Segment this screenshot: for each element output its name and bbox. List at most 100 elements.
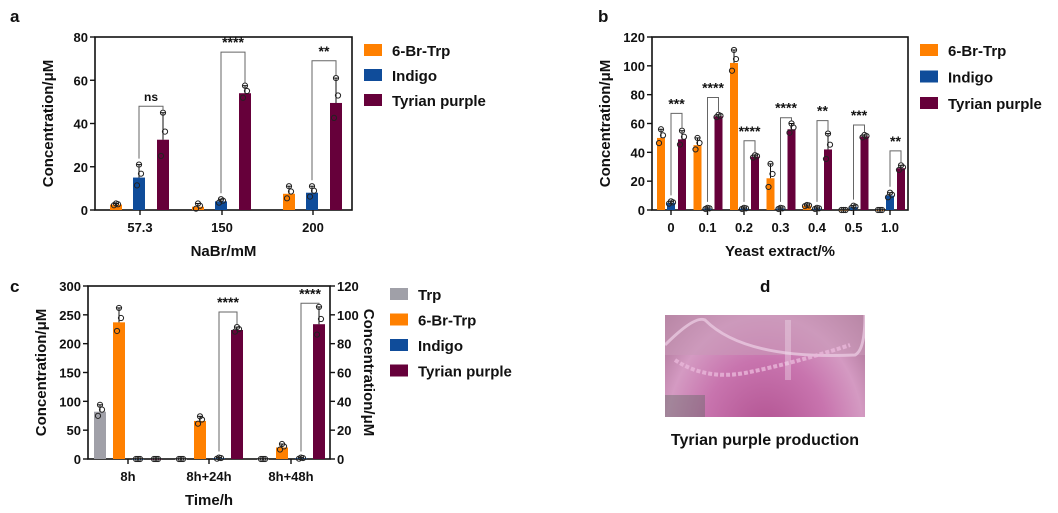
panel-label-a: a <box>10 7 20 26</box>
bar-tyrian-purple <box>824 149 832 210</box>
data-point <box>838 206 845 214</box>
data-point <box>113 327 121 335</box>
bar-6-br-trp <box>876 210 884 211</box>
bar-indigo <box>215 201 227 210</box>
data-point <box>765 183 772 191</box>
bar-6-br-trp <box>283 193 295 210</box>
x-tick-label: 0 <box>667 220 674 235</box>
data-point <box>657 126 665 133</box>
data-point <box>297 454 305 461</box>
y-axis-label: Concentration/μM <box>33 309 50 437</box>
significance-bracket <box>218 311 238 452</box>
data-point <box>152 455 160 463</box>
legend-label: 6-Br-Trp <box>392 43 450 60</box>
data-point <box>112 200 120 207</box>
data-point <box>899 164 907 171</box>
y-tick-label: 100 <box>59 394 81 409</box>
legend-swatch <box>364 94 382 106</box>
data-point <box>285 183 293 190</box>
data-point <box>769 170 776 178</box>
legend-label: Tyrian purple <box>418 364 512 381</box>
data-point <box>96 401 104 408</box>
data-point <box>198 416 206 423</box>
y-right-tick-label: 40 <box>337 394 351 409</box>
data-point <box>334 92 342 99</box>
data-point <box>676 141 684 148</box>
data-point <box>239 94 247 101</box>
bar-tyrian-purple <box>313 324 325 459</box>
data-point <box>192 205 200 212</box>
data-point <box>874 206 882 214</box>
data-point <box>235 326 243 333</box>
legend-label: Tyrian purple <box>392 93 486 110</box>
data-point <box>136 455 144 463</box>
y-tick-label: 40 <box>74 117 88 132</box>
panel-label-b: b <box>598 7 608 26</box>
significance-label: **** <box>775 100 797 116</box>
x-tick-label: 57.3 <box>127 220 152 235</box>
y-tick-label: 300 <box>59 279 81 294</box>
x-tick-label: 0.1 <box>698 220 716 235</box>
y-tick-label: 80 <box>74 30 88 45</box>
data-point <box>159 109 167 116</box>
legend-swatch <box>364 44 382 56</box>
data-point <box>704 204 711 211</box>
data-point <box>788 120 795 127</box>
legend-swatch <box>390 364 408 377</box>
bar-tyrian-purple <box>330 102 342 210</box>
data-point <box>315 303 323 311</box>
x-axis-label: Yeast extract/% <box>725 243 835 260</box>
data-point <box>861 131 868 139</box>
legend-label: Tyrian purple <box>948 96 1042 113</box>
data-point <box>886 189 894 196</box>
legend-swatch <box>364 69 382 81</box>
data-point <box>161 128 169 135</box>
bar-tyrian-purple <box>231 329 243 459</box>
legend-swatch <box>390 313 408 326</box>
bar-indigo <box>133 177 145 210</box>
bar-6-br-trp <box>766 178 775 210</box>
bar-6-br-trp <box>192 206 204 210</box>
significance-bracket <box>780 117 792 202</box>
significance-label: ns <box>144 90 158 104</box>
data-point <box>740 204 748 211</box>
significance-bracket <box>853 124 865 200</box>
data-point <box>655 140 663 147</box>
y-tick-label: 60 <box>631 117 645 132</box>
bar-tyrian-purple <box>239 93 251 210</box>
bar-trp <box>257 459 269 460</box>
legend-label: 6-Br-Trp <box>418 313 476 330</box>
y-right-tick-label: 120 <box>337 279 359 294</box>
y-right-tick-label: 60 <box>337 366 351 381</box>
bar-6-br-trp <box>657 137 665 210</box>
data-point <box>287 188 295 195</box>
data-point <box>257 455 265 463</box>
data-point <box>261 455 269 463</box>
bar-indigo <box>306 192 318 210</box>
data-point <box>150 455 158 463</box>
significance-label: ** <box>890 133 901 149</box>
x-axis-label: NaBr/mM <box>191 243 257 260</box>
data-point <box>876 206 884 214</box>
data-point <box>154 455 162 463</box>
significance-label: **** <box>222 34 244 50</box>
photo-caption: Tyrian purple production <box>670 432 860 449</box>
bar-indigo <box>667 202 675 210</box>
y-tick-label: 120 <box>623 30 645 45</box>
data-point <box>115 304 123 312</box>
bar-tyrian-purple <box>751 156 759 210</box>
data-point <box>659 132 667 139</box>
data-point <box>134 455 142 463</box>
legend-label: Trp <box>418 287 441 304</box>
data-point <box>897 162 905 169</box>
data-point <box>840 206 847 214</box>
data-point <box>826 141 834 148</box>
legend-swatch <box>920 97 938 109</box>
y-tick-label: 0 <box>74 452 81 467</box>
significance-bracket <box>889 150 902 187</box>
y-tick-label: 250 <box>59 308 81 323</box>
significance-bracket <box>220 51 246 194</box>
legend-swatch <box>920 44 938 56</box>
legend-label: Indigo <box>392 68 437 85</box>
data-point <box>317 315 325 323</box>
